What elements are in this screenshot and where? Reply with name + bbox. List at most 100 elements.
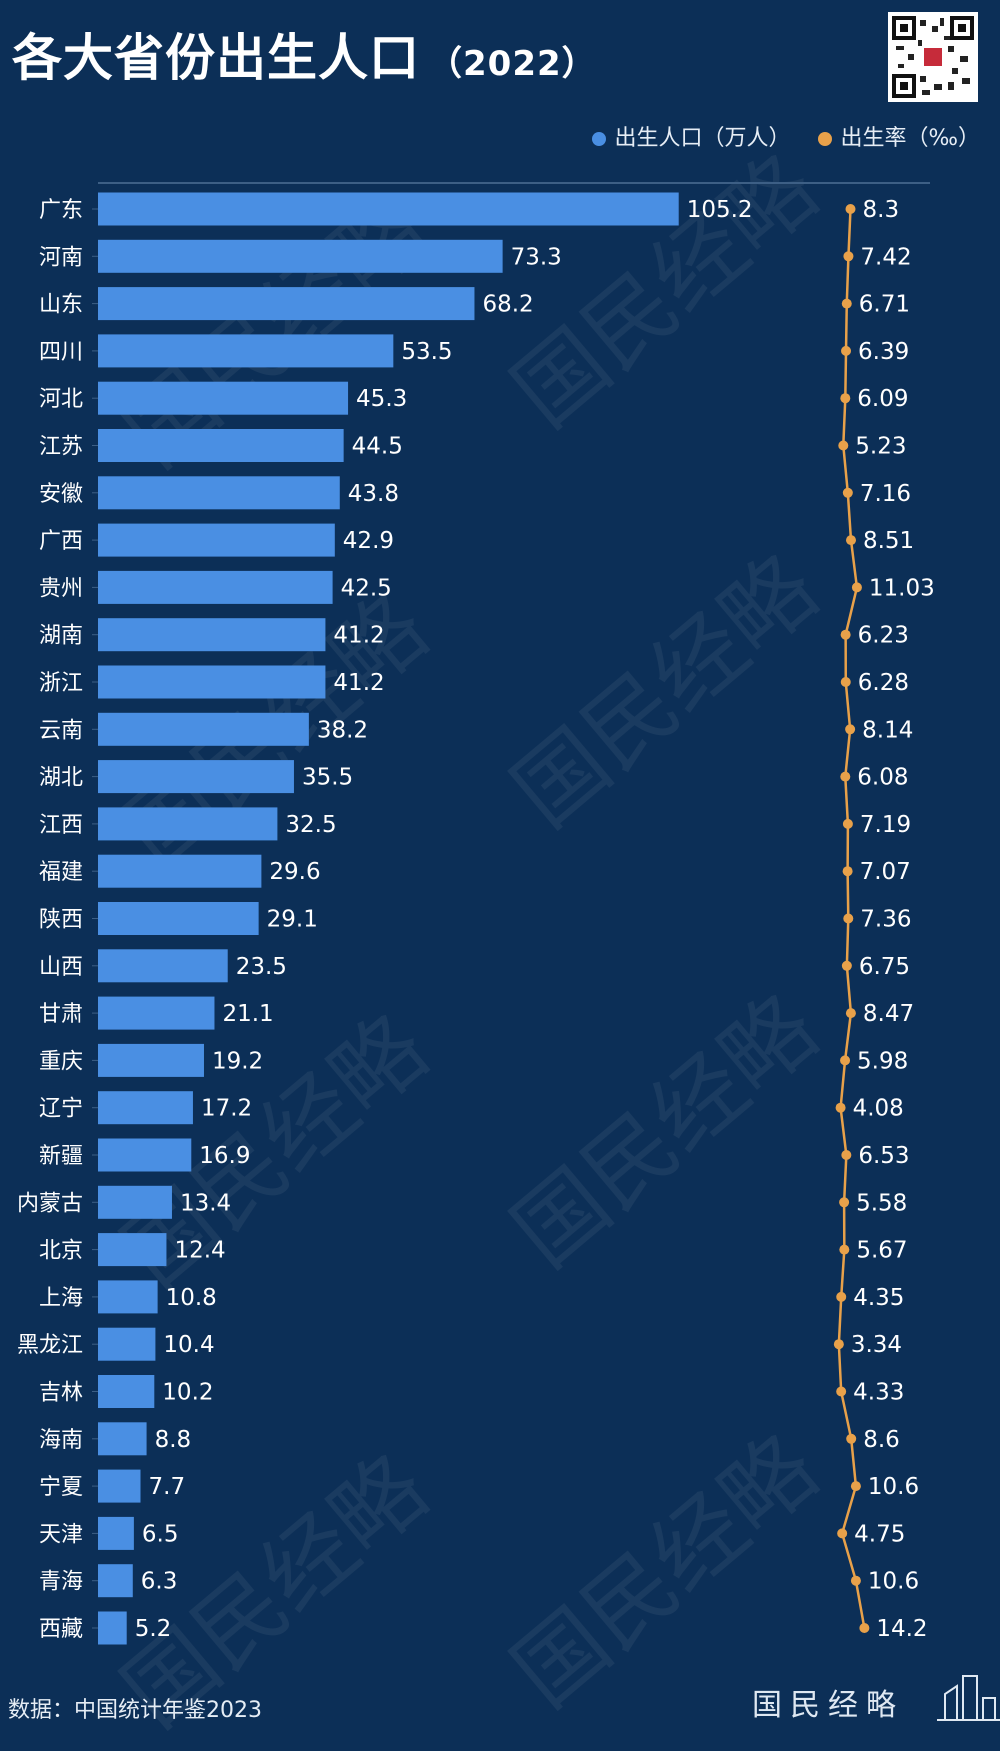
rate-value-label: 6.75 bbox=[859, 954, 910, 980]
category-label: 广西 bbox=[39, 529, 83, 554]
bar-value-label: 42.9 bbox=[343, 528, 394, 554]
rate-value-label: 5.98 bbox=[857, 1048, 908, 1074]
title-text: 各大省份出生人口 bbox=[12, 29, 420, 87]
rate-value-label: 7.36 bbox=[860, 907, 911, 933]
bar-value-label: 29.1 bbox=[267, 907, 318, 933]
category-label: 内蒙古 bbox=[17, 1191, 83, 1216]
rate-value-label: 10.6 bbox=[868, 1569, 919, 1595]
chart-title: 各大省份出生人口 （2022） bbox=[12, 18, 597, 90]
bar bbox=[98, 287, 475, 321]
bar-value-label: 17.2 bbox=[201, 1096, 252, 1122]
bar-value-label: 8.8 bbox=[155, 1427, 192, 1453]
bar-value-label: 13.4 bbox=[180, 1190, 231, 1216]
rate-value-label: 5.58 bbox=[856, 1190, 907, 1216]
bar-value-label: 23.5 bbox=[236, 954, 287, 980]
category-label: 云南 bbox=[39, 718, 83, 743]
rate-point bbox=[839, 1197, 850, 1208]
bar bbox=[98, 192, 679, 226]
bar bbox=[98, 1422, 147, 1456]
rate-point bbox=[840, 677, 851, 687]
legend-label: 出生人口（万人） bbox=[614, 126, 791, 151]
rate-point bbox=[835, 1102, 846, 1113]
rate-value-label: 7.19 bbox=[860, 812, 911, 838]
bar-value-label: 41.2 bbox=[333, 670, 384, 696]
rate-point bbox=[843, 913, 854, 924]
bar-value-label: 10.8 bbox=[166, 1285, 217, 1311]
bar bbox=[98, 1233, 167, 1267]
legend-item-births: 出生人口（万人） bbox=[592, 120, 790, 152]
bar bbox=[98, 618, 326, 652]
source-note: 数据：中国统计年鉴2023 bbox=[8, 1698, 262, 1723]
bar-value-label: 10.4 bbox=[163, 1332, 214, 1358]
rate-value-label: 4.08 bbox=[853, 1096, 904, 1122]
category-label: 四川 bbox=[39, 340, 83, 365]
rate-value-label: 4.75 bbox=[854, 1521, 905, 1547]
rate-value-label: 8.14 bbox=[862, 717, 913, 743]
bar-value-label: 68.2 bbox=[482, 292, 533, 318]
rate-value-label: 6.71 bbox=[859, 292, 910, 318]
rate-point bbox=[833, 1339, 844, 1350]
rate-point bbox=[836, 1291, 847, 1302]
bar bbox=[98, 429, 344, 462]
rate-point bbox=[843, 251, 854, 262]
category-label: 新疆 bbox=[39, 1144, 83, 1169]
bar bbox=[98, 712, 309, 746]
rate-value-label: 8.51 bbox=[863, 528, 914, 554]
bar-value-label: 12.4 bbox=[174, 1238, 225, 1264]
category-label: 陕西 bbox=[39, 908, 83, 933]
bar-value-label: 29.6 bbox=[269, 859, 320, 885]
rate-point bbox=[859, 1623, 870, 1633]
bar bbox=[98, 1611, 127, 1645]
rate-value-label: 8.47 bbox=[863, 1001, 914, 1027]
category-label: 广东 bbox=[39, 198, 83, 223]
bar bbox=[98, 760, 294, 794]
bar bbox=[98, 1564, 133, 1598]
category-label: 河南 bbox=[39, 245, 83, 270]
bar-value-label: 5.2 bbox=[135, 1616, 172, 1642]
legend-label: 出生率（‰） bbox=[840, 126, 980, 151]
rate-value-label: 8.6 bbox=[863, 1427, 900, 1453]
category-label: 甘肃 bbox=[39, 1002, 83, 1027]
rate-value-label: 3.34 bbox=[851, 1332, 902, 1358]
rate-value-label: 7.42 bbox=[860, 244, 911, 270]
rate-point bbox=[841, 960, 852, 971]
bar-value-label: 6.3 bbox=[141, 1569, 178, 1595]
category-label: 江苏 bbox=[39, 435, 83, 460]
category-label: 贵州 bbox=[39, 576, 83, 601]
title-year: （2022） bbox=[428, 44, 597, 84]
bar-value-label: 43.8 bbox=[348, 481, 399, 507]
logo: 国民经略 bbox=[752, 1675, 1000, 1724]
bar bbox=[98, 1138, 192, 1172]
rate-value-label: 7.16 bbox=[860, 481, 911, 507]
category-label: 湖南 bbox=[39, 624, 83, 649]
bar bbox=[98, 1043, 204, 1077]
rate-value-label: 7.07 bbox=[860, 859, 911, 885]
bar bbox=[98, 1516, 134, 1550]
rate-point bbox=[845, 204, 856, 214]
bar bbox=[98, 381, 349, 415]
category-label: 江西 bbox=[39, 813, 83, 838]
bar bbox=[98, 1327, 156, 1361]
category-label: 海南 bbox=[39, 1428, 83, 1453]
category-label: 黑龙江 bbox=[17, 1333, 83, 1358]
rate-point bbox=[850, 1575, 861, 1586]
rate-value-label: 5.23 bbox=[855, 434, 906, 460]
category-label: 北京 bbox=[39, 1239, 83, 1264]
category-label: 河北 bbox=[39, 387, 83, 412]
category-label: 山东 bbox=[39, 293, 83, 318]
rate-value-label: 6.53 bbox=[858, 1143, 909, 1169]
bar-value-label: 44.5 bbox=[352, 434, 403, 460]
rate-point bbox=[841, 345, 852, 356]
bar bbox=[98, 949, 228, 983]
rate-value-label: 6.09 bbox=[857, 386, 908, 412]
bar-value-label: 16.9 bbox=[199, 1143, 250, 1169]
rate-value-label: 5.67 bbox=[856, 1238, 907, 1264]
rate-value-label: 14.2 bbox=[876, 1616, 927, 1642]
bar-value-label: 41.2 bbox=[333, 623, 384, 649]
bar-value-label: 32.5 bbox=[285, 812, 336, 838]
legend-item-rate: 出生率（‰） bbox=[818, 120, 980, 152]
bar bbox=[98, 570, 333, 604]
rate-point bbox=[841, 298, 852, 309]
rate-point bbox=[840, 629, 851, 640]
